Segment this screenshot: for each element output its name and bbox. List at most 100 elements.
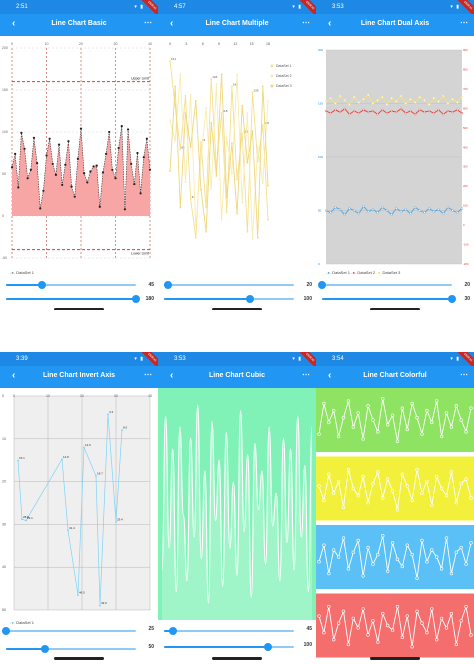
slider-thumb[interactable] bbox=[169, 627, 178, 635]
slider-x-count[interactable] bbox=[318, 280, 452, 290]
chart-canvas[interactable] bbox=[158, 388, 316, 620]
slider-y-range[interactable] bbox=[6, 644, 136, 654]
data-point bbox=[464, 477, 468, 481]
slider-thumb[interactable] bbox=[163, 281, 172, 289]
data-point bbox=[446, 206, 450, 209]
more-menu-icon[interactable]: ⋯ bbox=[302, 370, 310, 379]
data-point bbox=[236, 73, 238, 76]
slider-x-count[interactable] bbox=[163, 280, 294, 290]
back-arrow-icon[interactable]: ‹ bbox=[12, 18, 16, 29]
data-point bbox=[220, 218, 223, 221]
data-point bbox=[456, 101, 459, 104]
slider-x-count[interactable] bbox=[164, 626, 294, 636]
slider-x-count[interactable] bbox=[2, 626, 136, 636]
data-point bbox=[434, 474, 439, 479]
slider-thumb[interactable] bbox=[41, 645, 49, 653]
page-title: Line Chart Invert Axis bbox=[42, 372, 116, 379]
back-arrow-icon[interactable]: ‹ bbox=[170, 18, 174, 29]
legend-label: DataSet 1 bbox=[276, 64, 292, 68]
slider-thumb[interactable] bbox=[2, 627, 10, 635]
data-point bbox=[205, 230, 208, 233]
slider-y-range[interactable] bbox=[164, 642, 294, 652]
data-point bbox=[381, 496, 385, 500]
home-indicator bbox=[212, 657, 262, 660]
slider-thumb[interactable] bbox=[448, 295, 456, 303]
data-point bbox=[26, 177, 29, 180]
line-chart-dual-axis[interactable]: 200 150 100 50 0 900 800 700 600 500 400 300 200 100 0… bbox=[316, 36, 474, 268]
back-arrow-icon[interactable]: ‹ bbox=[328, 18, 332, 29]
data-point bbox=[14, 152, 17, 155]
chart-canvas[interactable]: 0 10 20 30 400102030405015.128.829.114.831.4… bbox=[0, 388, 158, 620]
data-point bbox=[353, 95, 356, 99]
back-arrow-icon[interactable]: ‹ bbox=[12, 370, 16, 381]
data-label: 146 bbox=[212, 75, 217, 79]
data-point bbox=[194, 236, 197, 239]
data-point bbox=[121, 429, 123, 432]
data-point bbox=[425, 630, 429, 635]
data-point bbox=[425, 408, 429, 413]
data-point bbox=[194, 99, 197, 102]
data-point bbox=[251, 238, 254, 240]
data-point bbox=[92, 165, 95, 168]
chart-canvas[interactable]: 0 10 20 30 40 200 150 100 50 0 -50 Upper Limit Lower… bbox=[0, 36, 158, 268]
more-menu-icon[interactable]: ⋯ bbox=[460, 370, 468, 379]
lower-limit-label: Lower Limit bbox=[131, 252, 149, 256]
data-point bbox=[418, 108, 421, 112]
data-point bbox=[317, 432, 321, 436]
data-point bbox=[366, 404, 370, 408]
slider-thumb[interactable] bbox=[245, 295, 254, 303]
line-chart-basic[interactable]: 0 10 20 30 40 200 150 100 50 0 -50 Upper Limit Lower… bbox=[0, 36, 158, 268]
data-point bbox=[456, 211, 459, 214]
slider-thumb[interactable] bbox=[264, 643, 272, 651]
series-line bbox=[161, 404, 313, 604]
data-point bbox=[42, 189, 45, 192]
more-menu-icon[interactable]: ⋯ bbox=[460, 18, 468, 27]
data-point bbox=[184, 95, 187, 97]
more-menu-icon[interactable]: ⋯ bbox=[302, 18, 310, 27]
data-point bbox=[399, 107, 403, 110]
chart-canvas[interactable] bbox=[316, 388, 474, 662]
slider-y-range[interactable] bbox=[6, 294, 140, 304]
y-tick-label: 10 bbox=[2, 437, 6, 441]
data-point bbox=[189, 93, 192, 96]
status-bar: 3:53 ▾ ▮ bbox=[316, 0, 474, 14]
data-point bbox=[317, 484, 321, 488]
more-menu-icon[interactable]: ⋯ bbox=[144, 18, 152, 27]
data-point bbox=[367, 93, 370, 97]
back-arrow-icon[interactable]: ‹ bbox=[170, 370, 174, 381]
right-axis-tick: 300 bbox=[463, 165, 468, 169]
data-point bbox=[246, 112, 249, 114]
data-point bbox=[348, 103, 351, 106]
data-point bbox=[83, 172, 86, 175]
slider-x-count[interactable] bbox=[6, 280, 136, 290]
chart-canvas[interactable]: 0 3 6 9 12 15 18161884794146118140101135108Dat… bbox=[158, 36, 316, 268]
data-point bbox=[390, 413, 395, 417]
slider-thumb[interactable] bbox=[318, 281, 326, 289]
data-point bbox=[423, 110, 426, 114]
data-point bbox=[404, 112, 407, 115]
right-axis-tick: 700 bbox=[463, 87, 468, 91]
data-point bbox=[405, 484, 409, 488]
line-chart-multiple[interactable]: 0 3 6 9 12 15 18 161 88 47 94 146 118 140 101 135 108 Dat… bbox=[158, 36, 316, 268]
line-chart-colorful[interactable] bbox=[316, 388, 474, 662]
more-menu-icon[interactable]: ⋯ bbox=[144, 370, 152, 379]
back-arrow-icon[interactable]: ‹ bbox=[328, 370, 332, 381]
data-point bbox=[108, 130, 111, 134]
status-bar: 4:57 ▾ ▮ bbox=[158, 0, 316, 14]
slider-y-range[interactable] bbox=[164, 294, 294, 304]
data-point bbox=[444, 493, 449, 498]
slider-thumb[interactable] bbox=[38, 281, 47, 289]
line-chart-cubic[interactable] bbox=[158, 388, 316, 620]
data-point bbox=[459, 418, 463, 422]
data-label: 15.1 bbox=[19, 456, 25, 460]
chart-canvas[interactable]: 2001501005009008007006005004003002001000… bbox=[316, 36, 474, 268]
data-point bbox=[346, 467, 351, 472]
data-point bbox=[420, 538, 424, 543]
data-point bbox=[205, 206, 208, 209]
slider-y-range[interactable] bbox=[322, 294, 456, 304]
x-tick-label: 9 bbox=[218, 42, 220, 46]
data-point bbox=[442, 94, 445, 98]
line-chart-invert-axis[interactable]: 0 10 20 30 40 0 10 20 30 40 50 15.1 28.8 29.1 14.8 31.4… bbox=[0, 388, 158, 620]
slider-thumb[interactable] bbox=[132, 295, 140, 303]
data-point bbox=[241, 132, 244, 135]
